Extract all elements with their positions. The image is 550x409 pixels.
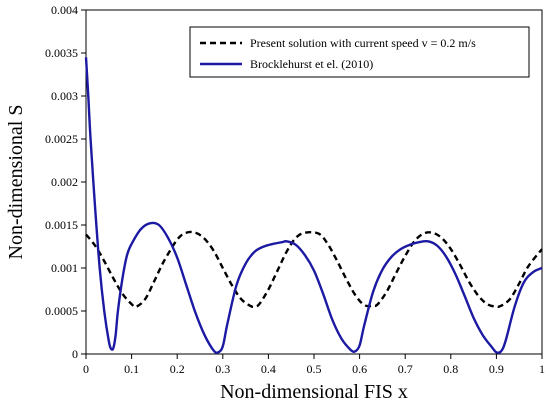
legend-label-brocklehurst: Brocklehurst et el. (2010) <box>250 57 373 71</box>
x-tick-label: 0 <box>83 362 89 376</box>
legend: Present solution with current speed v = … <box>189 26 530 78</box>
x-tick-label: 0.5 <box>307 362 322 376</box>
y-tick-label: 0.0025 <box>45 132 78 146</box>
x-tick-label: 0.3 <box>215 362 230 376</box>
x-tick-label: 0.7 <box>398 362 413 376</box>
y-tick-label: 0.0035 <box>45 46 78 60</box>
series-layer <box>84 57 543 355</box>
x-tick-label: 1 <box>539 362 545 376</box>
y-tick-label: 0.002 <box>51 175 78 189</box>
y-tick-label: 0 <box>72 347 78 361</box>
y-tick-label: 0.003 <box>51 89 78 103</box>
x-tick-label: 0.9 <box>489 362 504 376</box>
x-axis-title: Non-dimensional FIS x <box>220 381 408 403</box>
y-axis-ticks: 0 0.0005 0.001 0.0015 0.002 0.0025 0.003 0.0035… <box>45 3 86 361</box>
x-tick-label: 0.6 <box>352 362 367 376</box>
y-tick-label: 0.0015 <box>45 218 78 232</box>
x-tick-label: 0.1 <box>124 362 139 376</box>
series-line-present-solution <box>85 230 543 309</box>
x-tick-label: 0.2 <box>170 362 185 376</box>
y-tick-label: 0.001 <box>51 261 78 275</box>
x-tick-label: 0.8 <box>443 362 458 376</box>
x-tick-label: 0.4 <box>261 362 276 376</box>
y-tick-label: 0.0005 <box>45 304 78 318</box>
y-tick-label: 0.004 <box>51 3 78 17</box>
legend-label-present-solution: Present solution with current speed v = … <box>250 36 476 50</box>
legend-box <box>189 26 530 78</box>
series-line-brocklehurst <box>84 57 543 355</box>
y-axis-title: Non-dimensional S <box>5 105 27 260</box>
x-axis-ticks: 0 0.1 0.2 0.3 0.4 0.5 0.6 0.7 0.8 0.9 1 <box>83 354 545 376</box>
